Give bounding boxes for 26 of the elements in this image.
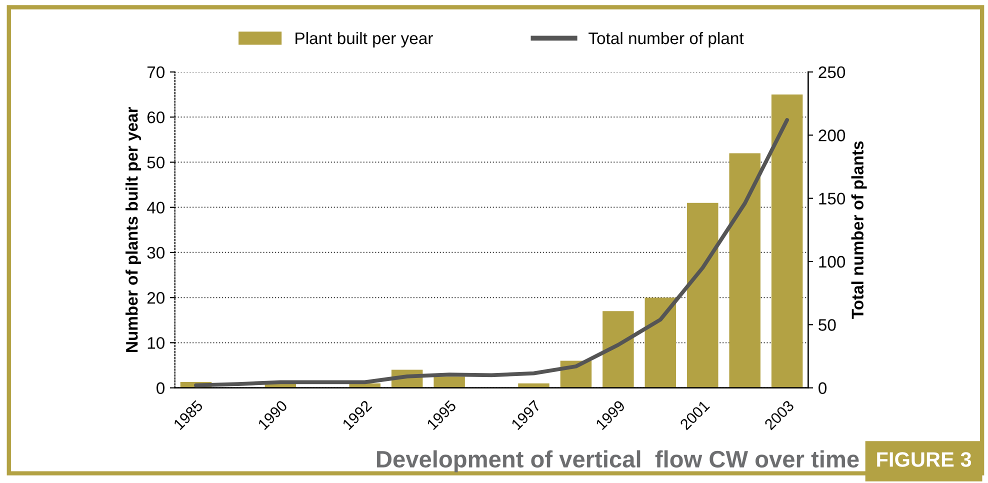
caption: FIGURE 3 (877, 452, 972, 467)
y-tick-label: 50 (147, 156, 165, 168)
y2-tick-label: 150 (819, 192, 846, 205)
bar (602, 311, 634, 388)
y-tick-label: 70 (147, 66, 165, 78)
y-tick-label: 60 (147, 111, 165, 124)
y-tick-label: 20 (147, 292, 165, 304)
y-tick-label: 30 (147, 246, 165, 259)
bar (771, 94, 803, 388)
text: Development of vertical flow CW over time (377, 450, 859, 472)
bar (687, 202, 718, 388)
y-axis-title: Number of plants built per year (126, 106, 142, 352)
y-tick-label: 0 (156, 382, 165, 394)
y-tick-label: 40 (147, 202, 165, 214)
y2-axis-title: Total number of plants (851, 141, 867, 319)
bar (644, 298, 676, 388)
legend-label: Plant built per year (296, 32, 433, 48)
legend-label: Total number of plant (588, 32, 744, 48)
y2-tick-label: 50 (818, 319, 836, 331)
bar (434, 376, 465, 388)
y-tick-label: 10 (148, 337, 165, 349)
y2-tick-label: 200 (818, 130, 846, 142)
y2-tick-label: 100 (819, 256, 846, 268)
y2-tick-label: 0 (818, 382, 827, 394)
bar (729, 153, 760, 388)
y2-tick-label: 250 (818, 66, 846, 78)
